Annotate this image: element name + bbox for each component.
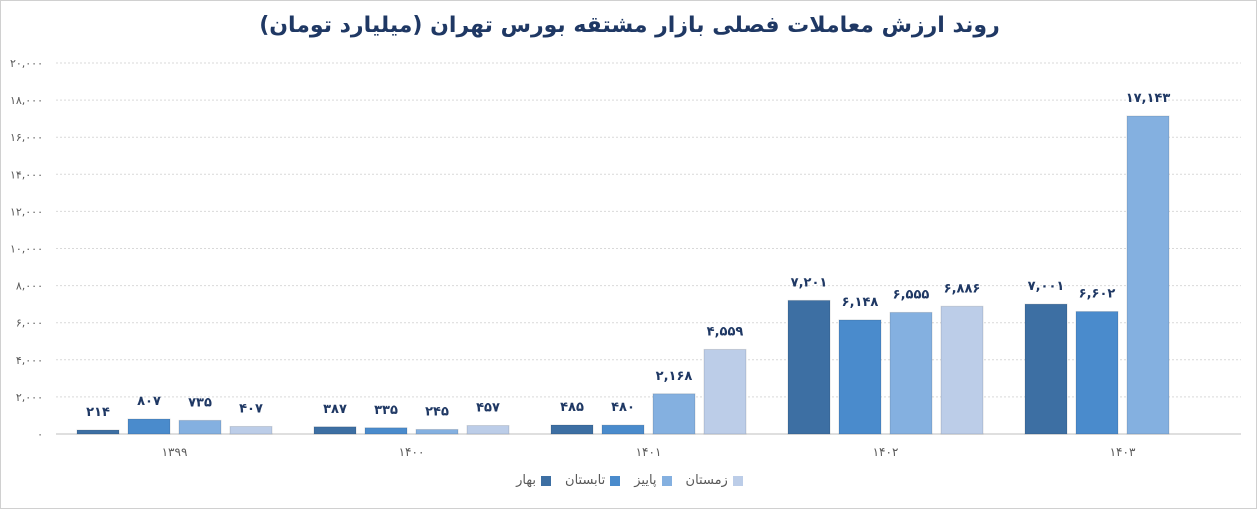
bar — [76, 429, 120, 435]
legend-label: زمستان — [685, 473, 728, 488]
bar-data-label: ۴۰۷ — [239, 401, 263, 416]
legend-swatch — [732, 475, 743, 486]
bar — [940, 305, 984, 435]
y-tick-label: ۱۲,۰۰۰ — [10, 205, 43, 218]
bar-data-label: ۴۸۵ — [560, 400, 584, 415]
y-tick-label: ۸,۰۰۰ — [16, 280, 43, 293]
y-tick-label: ۰ — [37, 428, 43, 441]
bar — [178, 419, 222, 435]
bar-data-label: ۶,۱۴۸ — [842, 295, 879, 310]
bar — [838, 319, 882, 435]
bar — [127, 418, 171, 435]
y-tick-label: ۶,۰۰۰ — [16, 317, 43, 330]
bar-data-label: ۱۷,۱۴۳ — [1126, 91, 1171, 106]
legend-entry: بهار — [516, 473, 552, 488]
y-tick-label: ۲,۰۰۰ — [16, 391, 43, 404]
bar-data-label: ۴,۵۵۹ — [707, 324, 744, 339]
bar-data-label: ۶,۶۰۲ — [1079, 287, 1116, 302]
bar — [364, 427, 408, 435]
bar — [703, 348, 747, 435]
bar-data-label: ۶,۵۵۵ — [893, 287, 930, 302]
bar-data-label: ۲۴۵ — [425, 404, 449, 419]
bar — [466, 425, 510, 435]
x-category-label: ۱۴۰۳ — [1110, 445, 1136, 459]
y-tick-label: ۱۸,۰۰۰ — [10, 94, 43, 107]
legend-label: تابستان — [565, 473, 606, 488]
bar-data-label: ۶,۸۸۶ — [944, 281, 981, 296]
legend-swatch — [541, 475, 552, 486]
bar-data-label: ۷,۰۰۱ — [1028, 279, 1065, 294]
bar-data-label: ۴۵۷ — [476, 401, 500, 416]
legend-swatch — [610, 475, 621, 486]
y-tick-label: ۱۶,۰۰۰ — [10, 131, 43, 144]
legend-swatch — [661, 475, 672, 486]
legend-entry: پاییز — [634, 473, 672, 488]
y-tick-label: ۲۰,۰۰۰ — [10, 57, 43, 70]
bar — [1126, 115, 1170, 435]
bar — [1024, 303, 1068, 435]
bar-data-label: ۷۳۵ — [188, 395, 212, 410]
bar-data-label: ۳۳۵ — [374, 403, 398, 418]
x-category-label: ۱۴۰۲ — [873, 445, 899, 459]
bar-data-label: ۷,۲۰۱ — [791, 275, 828, 290]
chart-title: روند ارزش معاملات فصلی بازار مشتقه بورس … — [259, 13, 1000, 38]
bar-data-label: ۴۸۰ — [611, 400, 635, 415]
x-category-label: ۱۴۰۰ — [399, 445, 425, 459]
bar-data-label: ۲,۱۶۸ — [656, 369, 693, 384]
legend-entry: تابستان — [565, 473, 621, 488]
legend-entry: زمستان — [686, 473, 743, 488]
bar — [313, 426, 357, 435]
bar — [550, 424, 594, 435]
bar-data-label: ۳۸۷ — [323, 402, 347, 417]
bar-data-label: ۲۱۴ — [86, 405, 110, 420]
x-category-label: ۱۴۰۱ — [636, 445, 662, 459]
legend-label: پاییز — [634, 473, 657, 488]
bar-data-label: ۸۰۷ — [137, 394, 161, 409]
bar — [229, 425, 273, 435]
y-tick-label: ۱۰,۰۰۰ — [10, 243, 43, 256]
bar — [415, 428, 459, 435]
y-tick-label: ۱۴,۰۰۰ — [10, 168, 43, 181]
bar — [601, 424, 645, 435]
x-category-label: ۱۳۹۹ — [162, 445, 188, 459]
legend-label: بهار — [516, 473, 537, 488]
bar — [652, 393, 696, 435]
chart-legend: بهار تابستان پاییز زمستان — [1, 473, 1257, 488]
bar — [889, 311, 933, 435]
bar — [787, 299, 831, 435]
y-tick-label: ۴,۰۰۰ — [16, 354, 43, 367]
bar — [1075, 311, 1119, 435]
